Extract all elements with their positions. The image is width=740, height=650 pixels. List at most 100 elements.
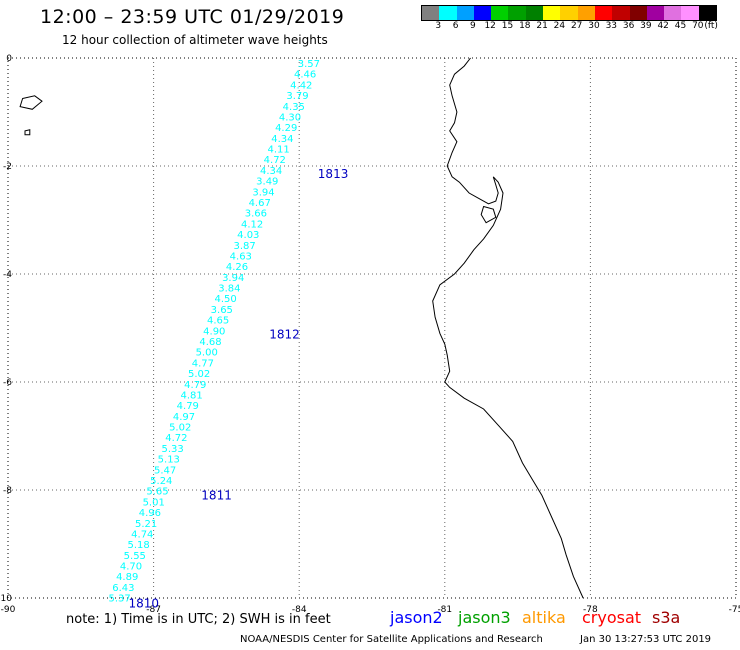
wave-height-value: 6.43 — [112, 583, 134, 594]
x-tick-label: -87 — [146, 605, 161, 615]
wave-height-value: 5.01 — [143, 497, 165, 508]
track-id-label: 1810 — [129, 596, 160, 610]
colorbar-swatch — [577, 6, 595, 20]
colorbar-swatch — [664, 6, 682, 20]
mainland-coastline — [432, 57, 584, 599]
colorbar-label: 70 — [692, 21, 704, 31]
wave-height-value: 5.02 — [169, 423, 191, 434]
wave-height-value: 4.46 — [294, 70, 316, 81]
footer-credit: NOAA/NESDIS Center for Satellite Applica… — [240, 634, 543, 645]
wave-height-value: 4.74 — [131, 529, 153, 540]
colorbar-swatch — [612, 6, 630, 20]
wave-height-value: 4.65 — [207, 316, 229, 327]
wave-height-value: 5.13 — [158, 455, 180, 466]
wave-height-value: 3.79 — [286, 91, 308, 102]
wave-height-value: 5.47 — [154, 465, 176, 476]
galapagos-island — [24, 129, 31, 136]
wave-height-value: 3.57 — [298, 59, 320, 70]
colorbar-label: 3 — [435, 21, 442, 31]
wave-height-value: 4.70 — [120, 562, 142, 573]
wave-height-value: 3.66 — [245, 209, 267, 220]
wave-height-value: 3.94 — [252, 187, 274, 198]
wave-height-value: 4.35 — [283, 102, 305, 113]
wave-height-value: 5.18 — [127, 540, 149, 551]
wave-height-value: 4.11 — [267, 145, 289, 156]
colorbar-label: 24 — [553, 21, 566, 31]
colorbar-label: 15 — [501, 21, 514, 31]
colorbar-swatch — [422, 6, 440, 20]
colorbar-swatch — [698, 6, 717, 20]
colorbar-labels: 3 6 9 12 15 18 21 24 27 30 33 36 39 42 45 70 (ft) — [421, 21, 740, 33]
colorbar-swatch — [681, 6, 699, 20]
wave-height-value: 3.94 — [222, 273, 244, 284]
colorbar-label: 18 — [519, 21, 531, 31]
colorbar-label: 33 — [605, 21, 618, 31]
colorbar-label: 21 — [536, 21, 548, 31]
wave-height-value: 4.77 — [192, 358, 214, 369]
lat-lon-grid — [8, 58, 736, 598]
wave-height-value: 3.49 — [256, 177, 278, 188]
track-id-label: 1812 — [269, 328, 300, 342]
wave-height-value: 4.42 — [290, 80, 312, 91]
wave-height-value: 3.84 — [218, 284, 240, 295]
wave-height-value: 4.72 — [165, 433, 187, 444]
y-tick-label: -8 — [3, 486, 12, 496]
colorbar-label: 42 — [657, 21, 669, 31]
map-frame — [7, 57, 737, 599]
colorbar-swatch — [508, 6, 526, 20]
axis-tick-labels: -90 -87 -84 -81 -78 -75 0 -2 -4 -6 -8 -10 — [0, 54, 740, 615]
wave-height-value: 4.90 — [203, 326, 225, 337]
galapagos-island — [19, 95, 43, 110]
wave-height-value: 4.26 — [226, 262, 248, 273]
y-tick-label: -10 — [0, 594, 12, 604]
y-tick-label: 0 — [6, 54, 12, 64]
footer-note: note: 1) Time is in UTC; 2) SWH is in fe… — [66, 612, 331, 627]
satellite-legend-item: cryosat — [582, 608, 642, 627]
wave-height-value: 4.96 — [139, 508, 161, 519]
y-tick-label: -2 — [3, 162, 12, 172]
footer-timestamp: Jan 30 13:27:53 UTC 2019 — [580, 634, 712, 645]
map-title: 12:00 – 23:59 UTC 01/29/2019 — [40, 6, 345, 28]
colorbar-swatch — [439, 6, 457, 20]
colorbar-swatch — [473, 6, 492, 20]
x-tick-label: -75 — [729, 605, 740, 615]
x-tick-label: -78 — [583, 605, 598, 615]
wave-height-value: 4.03 — [237, 230, 259, 241]
colorbar-label: 12 — [484, 21, 496, 31]
track-id-labels: 1813 1812 1811 1810 — [129, 167, 349, 610]
wave-height-value: 3.65 — [211, 305, 233, 316]
wave-height-value: 4.79 — [177, 401, 199, 412]
wave-height-value: 4.30 — [279, 113, 301, 124]
satellite-legend-item: s3a — [652, 608, 681, 627]
wave-height-value: 4.72 — [264, 155, 286, 166]
y-tick-label: -4 — [3, 270, 12, 280]
track-id-label: 1811 — [201, 488, 232, 502]
altimeter-track: 3.574.464.423.794.354.304.294.344.114.72… — [108, 59, 320, 605]
wave-height-value: 4.89 — [116, 572, 138, 583]
colorbar-label: 39 — [640, 21, 652, 31]
map-subtitle: 12 hour collection of altimeter wave hei… — [62, 33, 328, 47]
wave-height-value: 4.63 — [230, 252, 252, 263]
wave-height-value: 5.00 — [196, 348, 218, 359]
wave-height-value: 4.34 — [271, 134, 293, 145]
colorbar-swatch — [525, 6, 544, 20]
map-border — [7, 57, 737, 599]
wave-height-value: 4.68 — [199, 337, 221, 348]
wave-height-value: 4.67 — [249, 198, 271, 209]
colorbar-swatch — [629, 6, 647, 20]
colorbar-label: 36 — [622, 21, 635, 31]
colorbar-label: (ft) — [704, 21, 718, 31]
wave-height-value: 4.34 — [260, 166, 282, 177]
wave-height-value: 4.12 — [241, 219, 263, 230]
wave-height-value: 4.79 — [184, 380, 206, 391]
x-tick-label: -90 — [1, 605, 16, 615]
colorbar-label: 45 — [674, 21, 687, 31]
wave-height-value: 3.87 — [233, 241, 255, 252]
wave-height-value: 5.37 — [108, 594, 130, 605]
colorbar-swatch — [646, 6, 665, 20]
colorbar-swatch — [543, 6, 561, 20]
colorbar-label: 6 — [452, 21, 459, 31]
colorbar-swatch — [594, 6, 613, 20]
colorbar-swatch — [456, 6, 474, 20]
